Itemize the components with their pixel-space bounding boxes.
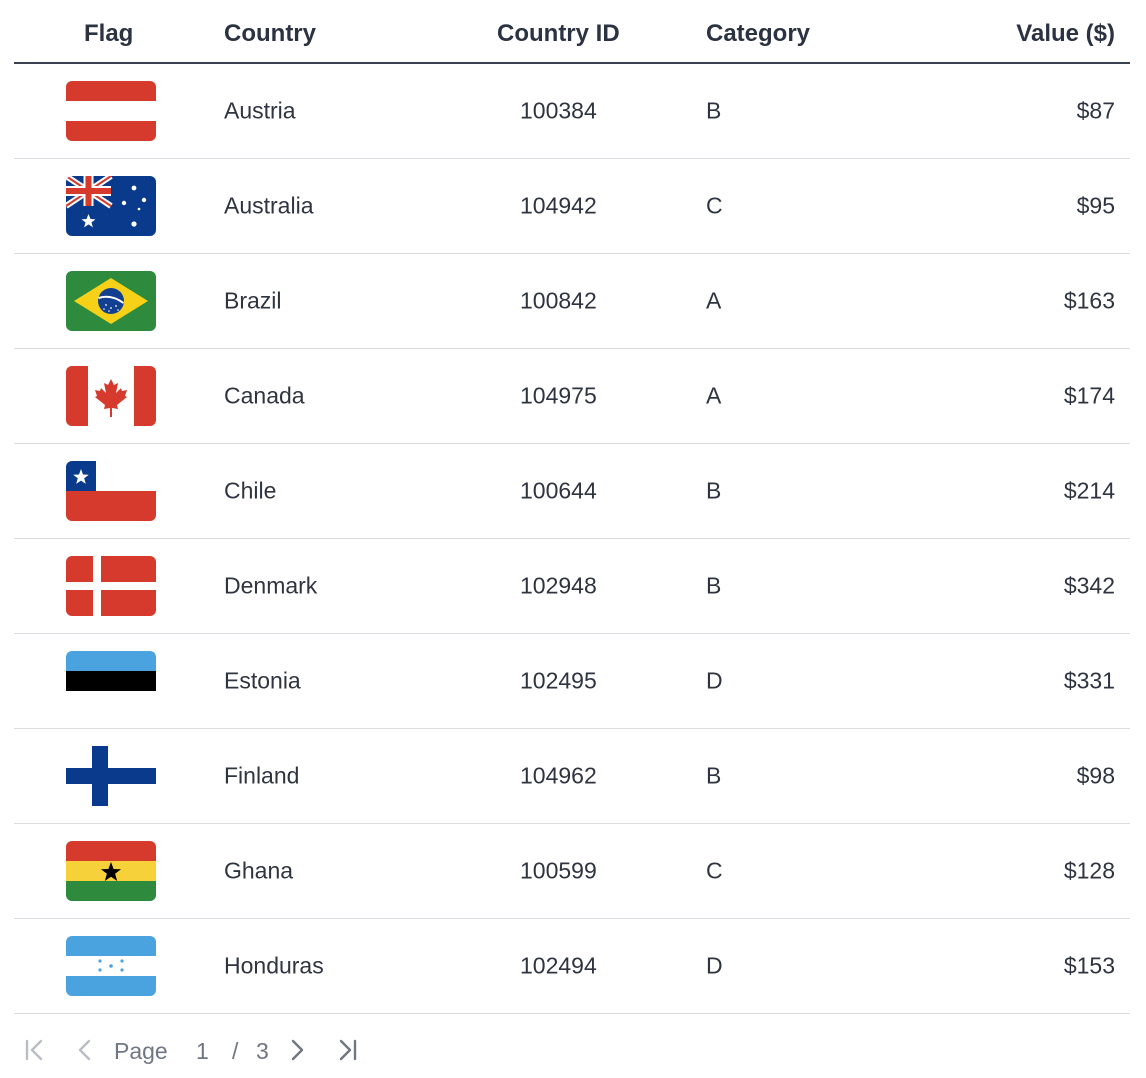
country-cell: Australia bbox=[224, 192, 314, 219]
category-cell: C bbox=[706, 857, 723, 884]
category-cell: B bbox=[706, 477, 722, 504]
header-country-id[interactable]: Country ID bbox=[497, 20, 620, 47]
table-header: Flag Country Country ID Category Value (… bbox=[14, 0, 1130, 64]
honduras-flag-icon bbox=[66, 936, 156, 996]
header-flag[interactable]: Flag bbox=[84, 20, 134, 47]
country-id-cell: 104942 bbox=[520, 192, 597, 219]
country-id-cell: 100599 bbox=[520, 857, 597, 884]
first-page-icon[interactable] bbox=[22, 1037, 48, 1063]
last-page-icon[interactable] bbox=[334, 1037, 360, 1063]
category-cell: B bbox=[706, 97, 722, 124]
previous-page-icon[interactable] bbox=[74, 1037, 96, 1063]
pagination: Page 1 / 3 bbox=[14, 1026, 614, 1078]
austria-flag-icon bbox=[66, 81, 156, 141]
header-value[interactable]: Value ($) bbox=[1016, 20, 1115, 47]
country-cell: Denmark bbox=[224, 572, 318, 599]
country-cell: Brazil bbox=[224, 287, 282, 314]
country-id-cell: 102948 bbox=[520, 572, 597, 599]
current-page[interactable]: 1 bbox=[196, 1038, 209, 1064]
table-row[interactable]: Honduras 102494 D $153 bbox=[14, 919, 1130, 1014]
country-id-cell: 102494 bbox=[520, 952, 597, 979]
country-id-cell: 100842 bbox=[520, 287, 597, 314]
denmark-flag-icon bbox=[66, 556, 156, 616]
value-cell: $87 bbox=[1076, 97, 1115, 124]
value-cell: $98 bbox=[1076, 762, 1115, 789]
value-cell: $342 bbox=[1063, 572, 1115, 599]
country-id-cell: 100644 bbox=[520, 477, 597, 504]
country-id-cell: 100384 bbox=[520, 97, 597, 124]
country-id-cell: 104962 bbox=[520, 762, 597, 789]
country-cell: Finland bbox=[224, 762, 300, 789]
category-cell: D bbox=[706, 667, 723, 694]
category-cell: A bbox=[706, 287, 722, 314]
category-cell: B bbox=[706, 572, 722, 599]
chile-flag-icon bbox=[66, 461, 156, 521]
data-table: Flag Country Country ID Category Value (… bbox=[14, 0, 1130, 1014]
value-cell: $331 bbox=[1063, 667, 1115, 694]
header-country[interactable]: Country bbox=[224, 20, 316, 47]
country-cell: Chile bbox=[224, 477, 277, 504]
table-row[interactable]: Denmark 102948 B $342 bbox=[14, 539, 1130, 634]
value-cell: $214 bbox=[1063, 477, 1115, 504]
header-category[interactable]: Category bbox=[706, 20, 811, 47]
brazil-flag-icon bbox=[66, 271, 156, 331]
value-cell: $163 bbox=[1063, 287, 1115, 314]
value-cell: $174 bbox=[1063, 382, 1115, 409]
country-cell: Canada bbox=[224, 382, 305, 409]
table-row[interactable]: Australia 104942 C $95 bbox=[14, 159, 1130, 254]
table-row[interactable]: Brazil 100842 A $163 bbox=[14, 254, 1130, 349]
table-row[interactable]: Finland 104962 B $98 bbox=[14, 729, 1130, 824]
country-cell: Honduras bbox=[224, 952, 324, 979]
table-row[interactable]: Austria 100384 B $87 bbox=[14, 64, 1130, 159]
country-cell: Austria bbox=[224, 97, 296, 124]
category-cell: C bbox=[706, 192, 723, 219]
country-id-cell: 104975 bbox=[520, 382, 597, 409]
country-cell: Ghana bbox=[224, 857, 294, 884]
table-row[interactable]: Estonia 102495 D $331 bbox=[14, 634, 1130, 729]
value-cell: $128 bbox=[1063, 857, 1115, 884]
table-row[interactable]: Ghana 100599 C $128 bbox=[14, 824, 1130, 919]
category-cell: D bbox=[706, 952, 723, 979]
table-row[interactable]: Canada 104975 A $174 bbox=[14, 349, 1130, 444]
value-cell: $153 bbox=[1063, 952, 1115, 979]
page-label: Page bbox=[114, 1038, 168, 1064]
table-row[interactable]: Chile 100644 B $214 bbox=[14, 444, 1130, 539]
estonia-flag-icon bbox=[66, 651, 156, 711]
ghana-flag-icon bbox=[66, 841, 156, 901]
category-cell: A bbox=[706, 382, 722, 409]
country-cell: Estonia bbox=[224, 667, 301, 694]
total-pages: 3 bbox=[256, 1038, 269, 1064]
category-cell: B bbox=[706, 762, 722, 789]
next-page-icon[interactable] bbox=[286, 1037, 308, 1063]
page-separator: / bbox=[232, 1038, 239, 1064]
value-cell: $95 bbox=[1076, 192, 1115, 219]
canada-flag-icon bbox=[66, 366, 156, 426]
australia-flag-icon bbox=[66, 176, 156, 236]
country-id-cell: 102495 bbox=[520, 667, 597, 694]
finland-flag-icon bbox=[66, 746, 156, 806]
